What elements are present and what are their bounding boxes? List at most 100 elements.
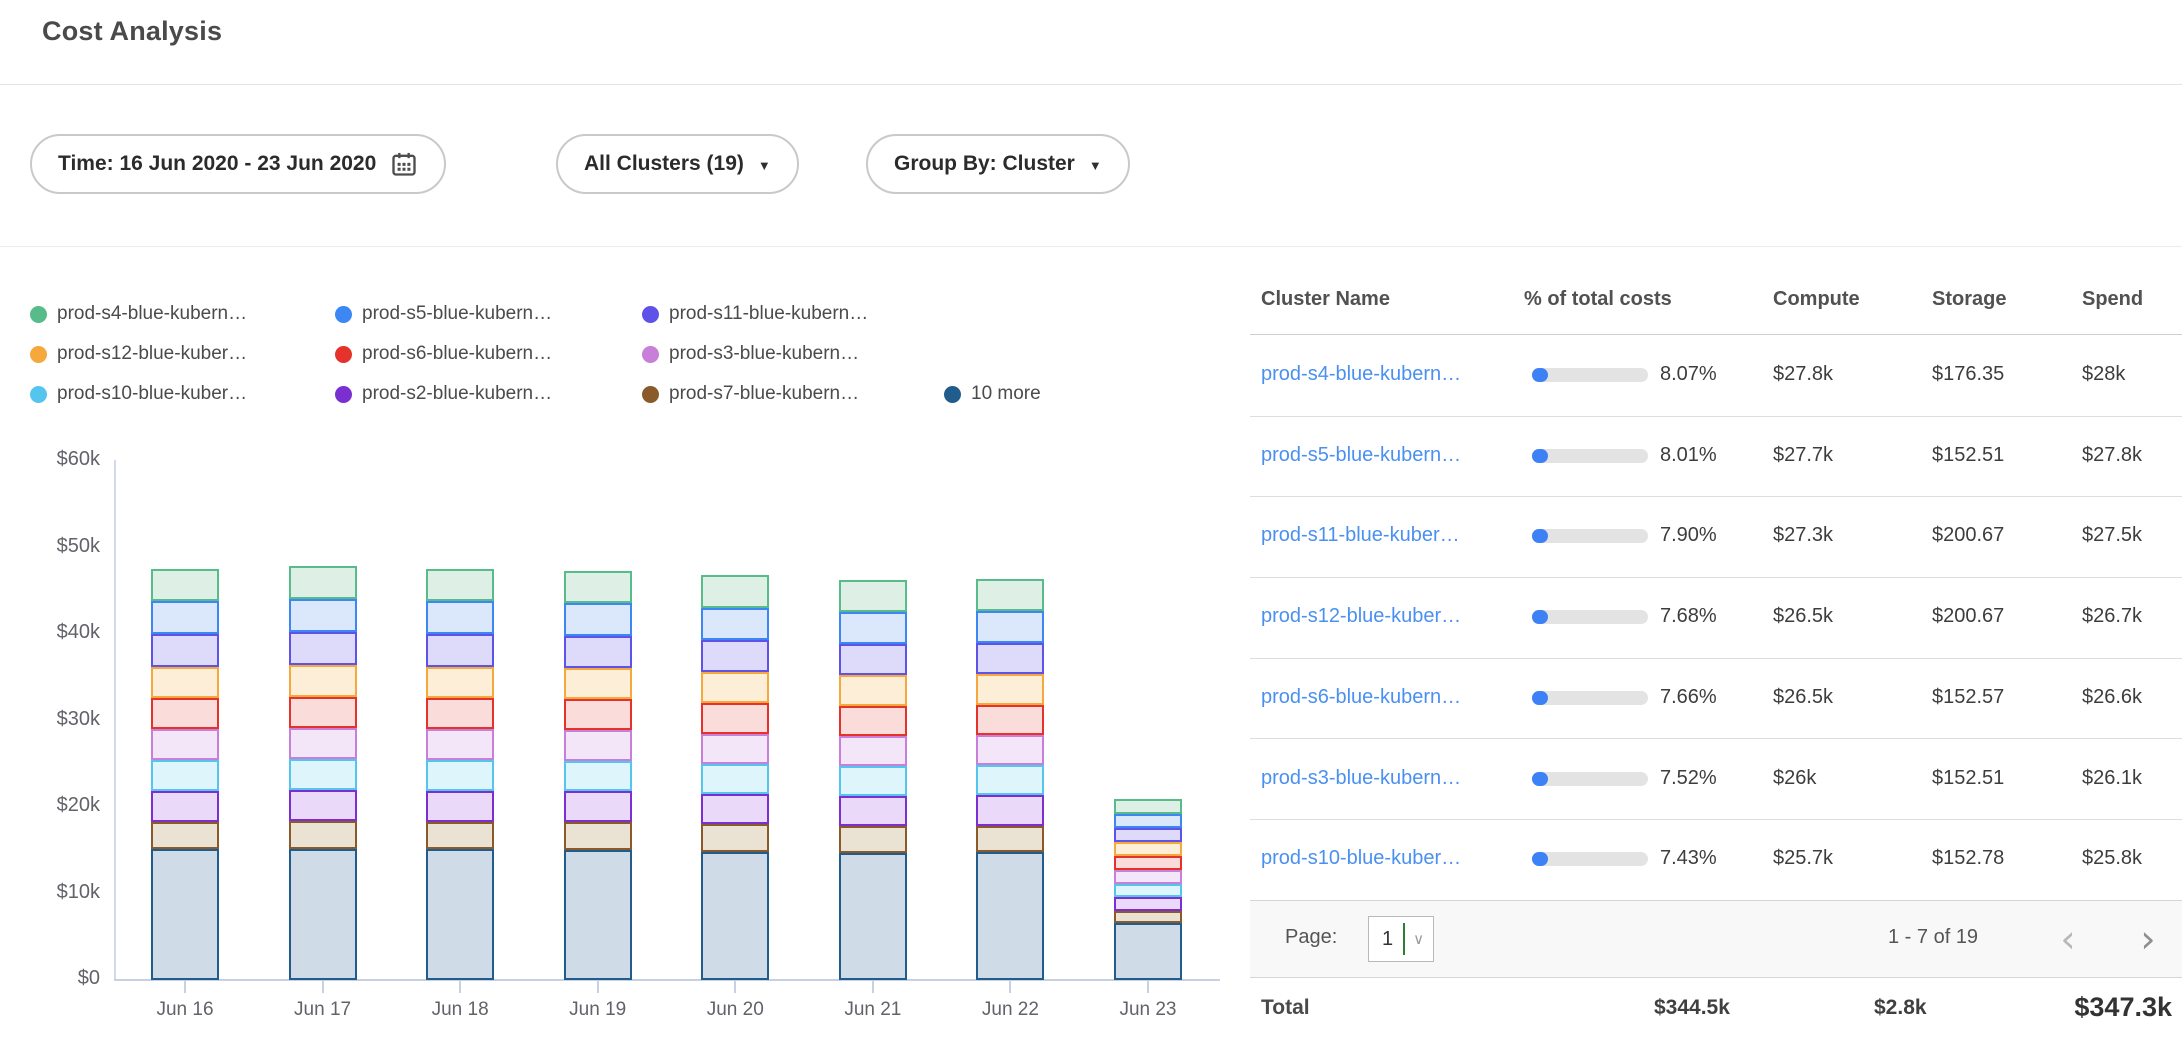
bar-segment[interactable] <box>563 667 632 700</box>
bar-segment[interactable] <box>976 674 1045 705</box>
bar-segment[interactable] <box>976 765 1045 796</box>
bar-segment[interactable] <box>426 849 495 980</box>
bar-segment[interactable] <box>151 849 219 980</box>
bar-segment[interactable] <box>563 791 632 823</box>
bar-segment[interactable] <box>701 671 770 703</box>
bar-segment[interactable] <box>838 795 907 827</box>
cluster-name-link[interactable]: prod-s12-blue-kuber… <box>1261 605 1462 628</box>
column-header-compute[interactable]: Compute <box>1773 288 1860 310</box>
bar-segment[interactable] <box>976 610 1045 643</box>
bar-segment[interactable] <box>288 599 357 633</box>
legend-item[interactable]: prod-s12-blue-kuber… <box>30 342 247 366</box>
bar-segment[interactable] <box>288 820 357 849</box>
bar-segment[interactable] <box>1113 870 1182 884</box>
bar-segment[interactable] <box>288 566 357 600</box>
bar-segment[interactable] <box>976 735 1045 766</box>
bar-segment[interactable] <box>288 664 357 697</box>
bar-segment[interactable] <box>1113 828 1182 843</box>
bar-segment[interactable] <box>976 825 1045 853</box>
cluster-name-link[interactable]: prod-s3-blue-kubern… <box>1261 766 1462 789</box>
bar-segment[interactable] <box>1113 842 1182 857</box>
bar-segment[interactable] <box>838 766 907 796</box>
bar-segment[interactable] <box>288 728 357 759</box>
bar-segment[interactable] <box>976 578 1045 611</box>
cluster-name-link[interactable]: prod-s6-blue-kubern… <box>1261 685 1462 708</box>
bar-segment[interactable] <box>426 698 495 730</box>
bar-segment[interactable] <box>151 601 219 635</box>
legend-item[interactable]: prod-s11-blue-kubern… <box>642 302 868 326</box>
page-select[interactable]: 1 ∨ <box>1368 916 1434 962</box>
bar-segment[interactable] <box>701 763 770 794</box>
bar-segment[interactable] <box>1113 922 1182 980</box>
bar-segment[interactable] <box>838 852 907 980</box>
cluster-name-link[interactable]: prod-s4-blue-kubern… <box>1261 363 1462 385</box>
time-range-filter-button[interactable]: Time: 16 Jun 2020 - 23 Jun 2020 <box>30 134 447 194</box>
bar-segment[interactable] <box>1113 883 1182 898</box>
bar-segment[interactable] <box>838 705 907 737</box>
bar-segment[interactable] <box>976 642 1045 675</box>
bar-segment[interactable] <box>976 795 1045 826</box>
bar-segment[interactable] <box>976 704 1045 736</box>
bar-segment[interactable] <box>288 848 357 980</box>
bar-segment[interactable] <box>701 793 770 825</box>
next-page-button[interactable]: › <box>2140 917 2156 961</box>
bar-segment[interactable] <box>426 568 495 602</box>
legend-item[interactable]: prod-s10-blue-kuber… <box>30 382 247 406</box>
bar-segment[interactable] <box>426 760 495 791</box>
bar-segment[interactable] <box>838 643 907 676</box>
cluster-name-link[interactable]: prod-s5-blue-kubern… <box>1261 443 1462 466</box>
bar-segment[interactable] <box>563 822 632 850</box>
bar-segment[interactable] <box>151 760 219 791</box>
bar-segment[interactable] <box>1113 813 1182 829</box>
column-header-pct-of-total-costs[interactable]: % of total costs <box>1524 288 1672 310</box>
legend-item[interactable]: prod-s4-blue-kubern… <box>30 302 247 326</box>
bar-segment[interactable] <box>838 826 907 853</box>
bar-segment[interactable] <box>151 634 219 667</box>
bar-segment[interactable] <box>1113 799 1182 814</box>
bar-segment[interactable] <box>701 607 770 640</box>
bar-segment[interactable] <box>838 611 907 644</box>
bar-segment[interactable] <box>701 824 770 852</box>
bar-segment[interactable] <box>151 821 219 850</box>
column-header-spend[interactable]: Spend <box>2082 288 2144 310</box>
bar-segment[interactable] <box>563 730 632 761</box>
bar-segment[interactable] <box>1113 856 1182 871</box>
bar-segment[interactable] <box>426 666 495 698</box>
bar-segment[interactable] <box>563 603 632 636</box>
bar-segment[interactable] <box>426 821 495 850</box>
group-by-dropdown[interactable]: Group By: Cluster ▼ <box>866 134 1130 194</box>
bar-segment[interactable] <box>701 851 770 980</box>
legend-item[interactable]: prod-s7-blue-kubern… <box>642 382 859 406</box>
legend-item[interactable]: 10 more <box>944 382 1041 406</box>
bar-segment[interactable] <box>701 639 770 672</box>
bar-segment[interactable] <box>563 699 632 731</box>
bar-segment[interactable] <box>701 575 770 608</box>
bar-segment[interactable] <box>288 758 357 790</box>
bar-segment[interactable] <box>838 675 907 706</box>
bar-segment[interactable] <box>426 729 495 761</box>
bar-segment[interactable] <box>838 579 907 612</box>
bar-segment[interactable] <box>288 789 357 821</box>
cluster-name-link[interactable]: prod-s11-blue-kuber… <box>1261 524 1460 547</box>
bar-segment[interactable] <box>426 790 495 822</box>
column-header-cluster-name[interactable]: Cluster Name <box>1261 288 1390 310</box>
bar-segment[interactable] <box>288 696 357 729</box>
bar-segment[interactable] <box>288 632 357 665</box>
bar-segment[interactable] <box>151 729 219 761</box>
bar-segment[interactable] <box>151 568 219 602</box>
bar-segment[interactable] <box>563 570 632 604</box>
bar-segment[interactable] <box>426 634 495 667</box>
bar-segment[interactable] <box>1113 910 1182 923</box>
bar-segment[interactable] <box>701 702 770 734</box>
legend-item[interactable]: prod-s6-blue-kubern… <box>335 342 552 366</box>
bar-segment[interactable] <box>838 736 907 767</box>
bar-segment[interactable] <box>151 790 219 822</box>
cluster-name-link[interactable]: prod-s10-blue-kuber… <box>1261 847 1462 870</box>
column-header-storage[interactable]: Storage <box>1932 288 2007 310</box>
bar-segment[interactable] <box>563 635 632 668</box>
legend-item[interactable]: prod-s2-blue-kubern… <box>335 382 552 406</box>
legend-item[interactable]: prod-s3-blue-kubern… <box>642 342 859 366</box>
previous-page-button[interactable]: ‹ <box>2060 917 2076 961</box>
bar-segment[interactable] <box>151 666 219 698</box>
clusters-filter-dropdown[interactable]: All Clusters (19) ▼ <box>556 134 799 194</box>
